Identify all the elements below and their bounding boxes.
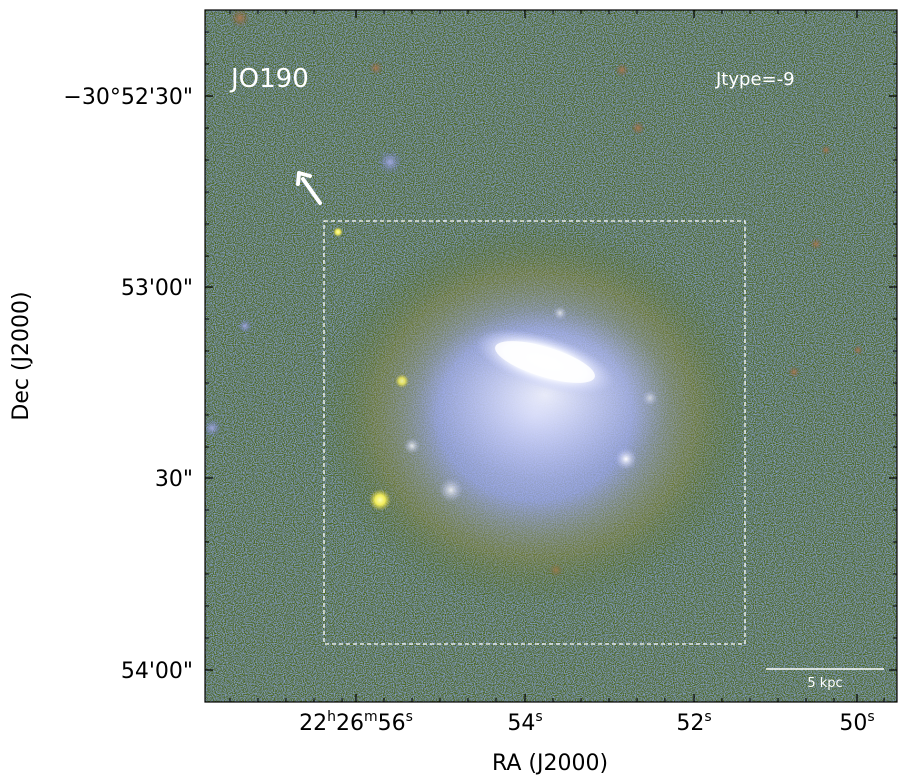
background-star [821,145,831,155]
star-forming-knot [404,438,420,454]
background-star [788,366,800,378]
y-minor-ticks [205,31,897,639]
y-axis-label: Dec (J2000) [9,291,34,420]
x-tick-label: 54s [507,709,542,736]
plot-frame [204,9,898,703]
direction-arrow-icon [296,171,322,205]
sky-image: 5 kpc JO190 Jtype=-9 [205,10,897,702]
x-minor-ticks [229,10,885,702]
y-tick-label: 30" [155,467,193,492]
object-name: JO190 [229,64,309,94]
background-star [369,61,383,75]
foreground-star [369,489,391,511]
background-star [615,63,629,77]
x-tick-label: 22h26m56s [299,709,413,736]
y-tick-label: 53'00" [121,276,193,301]
jtype-label: Jtype=-9 [715,69,795,90]
star-forming-knot [642,390,658,406]
y-tick-label: 54'00" [121,659,193,684]
x-axis-label: RA (J2000) [492,751,608,776]
background-star [205,419,221,437]
background-star [333,227,343,237]
x-tick-label: 50s [839,709,874,736]
background-star [631,121,645,135]
star-forming-knot [553,306,567,320]
scale-bar-label: 5 kpc [807,676,842,691]
foreground-star [395,374,409,388]
star-forming-knot [615,448,637,470]
x-major-ticks [355,10,858,702]
x-tick-label: 52s [676,709,711,736]
y-major-ticks [205,95,897,671]
background-star [853,345,863,355]
background-star [810,238,822,250]
star-forming-knot [439,478,463,502]
background-star [238,319,252,333]
dashed-region-box [323,220,746,645]
galaxy-core [495,341,595,383]
background-star [378,150,402,174]
background-star [230,10,250,28]
y-tick-label: −30°52'30" [63,85,193,110]
